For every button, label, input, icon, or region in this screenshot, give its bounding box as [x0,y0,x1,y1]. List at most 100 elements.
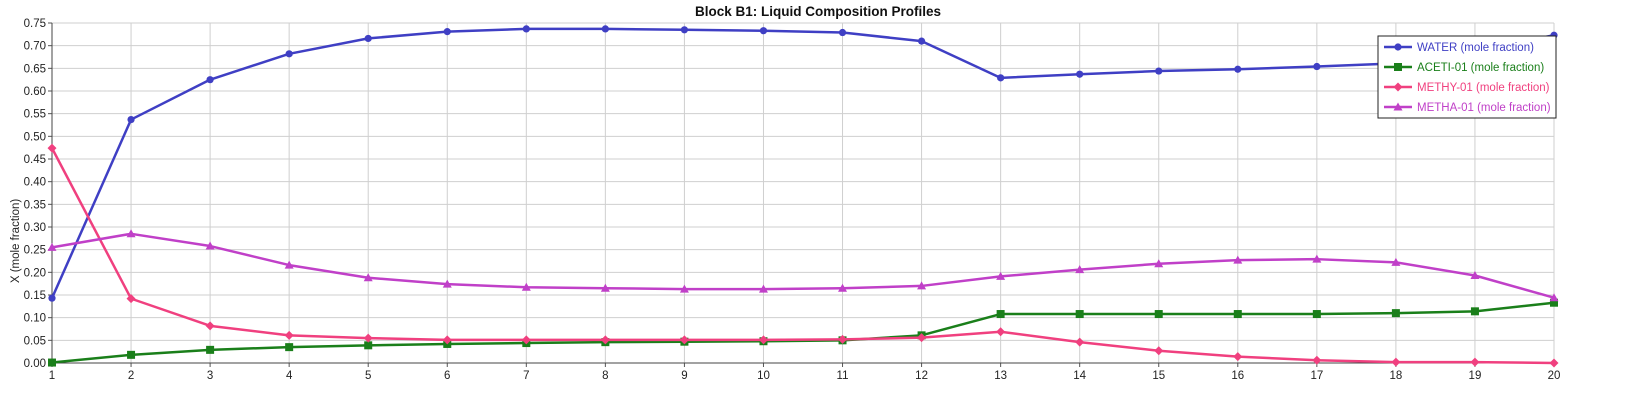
data-point [600,335,610,345]
x-tick-label: 16 [1231,370,1244,382]
x-tick-label: 2 [128,370,134,382]
data-point [363,273,373,282]
data-point [838,283,848,292]
data-point [1391,309,1400,318]
data-point [1312,254,1322,263]
x-tick-label: 8 [602,370,608,382]
series-circle [48,25,1558,302]
y-tick-label: 0.70 [24,41,46,53]
data-point [442,279,452,288]
data-point [443,28,451,36]
chart-title: Block B1: Liquid Composition Profiles [695,4,941,19]
legend-box [1377,35,1557,119]
data-point [1154,310,1163,319]
legend-swatch-marker [1393,82,1403,92]
y-tick-label: 0.75 [24,18,46,30]
data-point [1312,310,1321,319]
data-point [1549,293,1559,302]
data-point [679,284,689,293]
data-point [1075,310,1084,319]
data-point [127,350,136,359]
y-tick-label: 0.35 [24,199,46,211]
data-point [917,281,927,290]
data-point [997,74,1005,82]
data-point [758,335,768,345]
y-tick-label: 0.00 [24,358,46,370]
y-tick-label: 0.45 [24,154,46,166]
data-point [996,271,1006,280]
y-axis-label: X (mole fraction) [10,199,22,284]
legend-label: METHY-01 (mole fraction) [1417,82,1550,94]
legend-label: METHA-01 (mole fraction) [1417,102,1551,114]
x-tick-label: 20 [1548,370,1561,382]
x-tick-label: 9 [681,370,687,382]
data-point [1233,352,1243,362]
series-line [50,27,1555,299]
series-line [50,147,1555,365]
data-point [1470,307,1479,316]
data-point [47,143,57,153]
legend-label: ACETI-01 (mole fraction) [1417,62,1544,74]
x-tick-label: 3 [207,370,213,382]
data-point [126,229,136,238]
legend-entry: ACETI-01 (mole fraction) [1384,62,1544,74]
x-tick-label: 12 [915,370,928,382]
x-tick-label: 4 [286,370,293,382]
data-point [364,341,373,350]
legend-swatch-marker [1394,63,1402,71]
x-tick-label: 10 [757,370,770,382]
data-point [600,283,610,292]
data-point [1154,346,1164,356]
data-point [996,327,1006,337]
data-point [758,284,768,293]
y-tick-label: 0.50 [24,131,46,143]
data-point [1391,257,1401,266]
y-tick-label: 0.65 [24,63,46,75]
legend-label: WATER (mole fraction) [1417,42,1534,54]
data-point [364,34,372,43]
data-point [521,282,531,291]
data-point [205,241,215,250]
x-tick-label: 19 [1469,370,1482,382]
data-point [1075,337,1085,347]
series-triangle [47,229,1559,302]
legend: WATER (mole fraction) ACETI-01 (mole frac… [1377,35,1557,119]
data-point [1233,310,1242,319]
y-tick-label: 0.25 [24,245,46,257]
data-point [838,334,848,344]
x-tick-label: 15 [1152,370,1165,382]
data-point [363,333,373,343]
data-point [1550,298,1558,307]
data-point [1313,62,1321,71]
y-tick-label: 0.10 [24,313,46,325]
y-tick-label: 0.60 [24,86,46,98]
y-tick-label: 0.05 [24,335,46,347]
data-point [1234,65,1242,73]
data-point [442,335,452,345]
data-point [917,333,927,343]
legend-entry: METHY-01 (mole fraction) [1384,82,1550,94]
data-point [679,335,689,345]
data-point [1233,255,1243,264]
data-point [1154,259,1164,268]
series-group [47,25,1559,368]
y-tick-labels: 0.00 0.05 0.10 0.15 0.20 0.25 0.30 0.35 0.40 0.45… [24,18,46,370]
data-point [1549,358,1559,368]
data-point [759,27,768,35]
x-tick-label: 13 [994,370,1007,382]
data-point [680,26,689,34]
legend-entry: METHA-01 (mole fraction) [1384,102,1551,114]
data-point [127,115,135,124]
data-point [126,294,136,304]
y-tick-label: 0.55 [24,109,46,121]
series-line [51,232,1555,299]
data-point [285,50,293,58]
data-point [996,310,1005,319]
data-point [206,76,214,84]
data-point [522,25,530,33]
x-tick-label: 1 [49,370,55,382]
data-point [47,242,57,251]
x-tick-label: 14 [1073,370,1086,382]
data-point [48,358,56,367]
data-point [1076,70,1084,78]
